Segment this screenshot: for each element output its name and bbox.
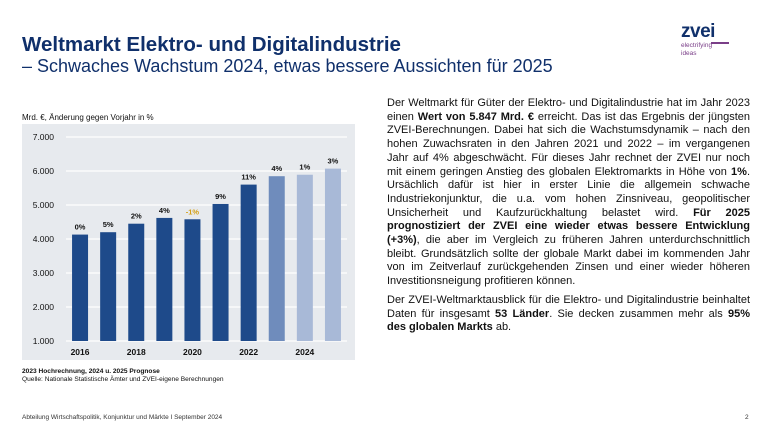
data-label-2021: 9% (215, 192, 226, 201)
x-tick-label: 2024 (295, 347, 314, 357)
p1-run-4: . Ursächlich dafür ist hier in erster Li… (387, 165, 750, 219)
zvei-logo: zvei electrifying ideas (681, 22, 751, 57)
p2-run-2: . Sie decken zusammen mehr als (549, 307, 728, 320)
logo-wordmark: zvei (681, 21, 715, 42)
chart-note-forecast: 2023 Hochrechnung, 2024 u. 2025 Prognose (22, 368, 160, 375)
bar-chart: 1.000 2.000 3.000 4.000 5.000 6.000 7.000 0% 201… (22, 124, 355, 360)
y-tick-label: 6.000 (33, 166, 55, 176)
y-tick-label: 3.000 (33, 268, 55, 278)
bar-2022 (240, 184, 257, 341)
x-tick-label: 2018 (127, 347, 146, 357)
p1-run-2: erreicht. Das ist das Ergebnis der jüngs… (387, 110, 750, 178)
p1-run-3: 1% (731, 165, 747, 178)
p1-run-1: Wert von 5.847 Mrd. € (417, 110, 534, 123)
x-tick-label: 2020 (183, 347, 202, 357)
bar-2021 (212, 203, 229, 341)
data-label-2017: 5% (103, 220, 114, 229)
logo-tagline: electrifying ideas (681, 42, 713, 57)
bar-2018 (128, 223, 145, 341)
chart-note-source: Quelle: Nationale Statistische Ämter und… (22, 376, 224, 383)
bar-2023 (268, 176, 285, 341)
y-tick-label: 7.000 (33, 132, 55, 142)
p2-run-4: ab. (492, 321, 512, 334)
p2-run-1: 53 Länder (495, 307, 550, 320)
x-tick-label: 2016 (71, 347, 90, 357)
bar-2019 (156, 217, 173, 341)
x-tick-label: 2022 (239, 347, 258, 357)
data-label-2018: 2% (131, 212, 142, 221)
p1-run-5: Für 2025 prognostiziert der ZVEI eine wi… (387, 206, 751, 247)
bar-2020 (184, 219, 201, 341)
data-label-2020: -1% (186, 207, 200, 216)
y-tick-label: 1.000 (33, 336, 55, 346)
body-text: Der Weltmarkt für Güter der Elektro- und… (387, 97, 750, 340)
p2-run-0: Der ZVEI-Weltmarktausblick für die Elekt… (387, 293, 750, 320)
body-paragraph-1: Der Weltmarkt für Güter der Elektro- und… (387, 97, 750, 289)
bar-2017 (100, 232, 117, 341)
page-subtitle: – Schwaches Wachstum 2024, etwas bessere… (22, 56, 553, 76)
page-title: Weltmarkt Elektro- und Digitalindustrie (22, 33, 401, 56)
bar-2025 (324, 168, 341, 341)
data-label-2024: 1% (299, 163, 310, 172)
bar-2024 (296, 174, 313, 341)
y-tick-label: 2.000 (33, 302, 55, 312)
data-label-2019: 4% (159, 206, 170, 215)
p1-run-6: , die aber im Vergleich zu früheren Jahr… (387, 234, 750, 288)
bar-chart-svg: 1.000 2.000 3.000 4.000 5.000 6.000 7.000 0% 201… (33, 132, 347, 357)
bar-2016 (72, 234, 89, 341)
data-label-2025: 3% (328, 157, 339, 166)
data-label-2016: 0% (75, 223, 86, 232)
p2-run-3: 95% des globalen Markts (387, 307, 751, 334)
data-label-2023: 4% (271, 164, 282, 173)
chart-unit-label: Mrd. €, Änderung gegen Vorjahr in % (22, 113, 154, 122)
data-label-2022: 11% (241, 173, 256, 182)
body-paragraph-2: Der ZVEI-Weltmarktausblick für die Elekt… (387, 294, 750, 335)
logo-underline (711, 42, 729, 44)
y-tick-label: 4.000 (33, 234, 55, 244)
footer-department: Abteilung Wirtschaftspolitik, Konjunktur… (22, 414, 223, 421)
page-number: 2 (745, 414, 749, 421)
p1-run-0: Der Weltmarkt für Güter der Elektro- und… (387, 97, 750, 123)
y-tick-label: 5.000 (33, 200, 55, 210)
